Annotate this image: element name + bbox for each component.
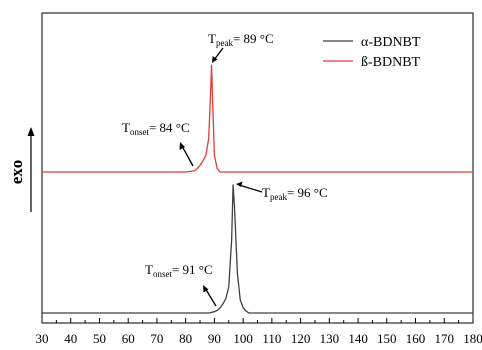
annotation-label: Tonset= 91 °C [145,262,213,279]
x-tick-label: 40 [64,331,77,346]
y-axis-label: exo [7,160,26,185]
x-tick-label: 30 [36,331,49,346]
x-tick-label: 60 [122,331,135,346]
annotation-alpha-peak: Tpeak= 96 °C [236,181,328,202]
annotation-arrow-head [203,285,209,293]
x-tick-label: 110 [262,331,281,346]
y-axis-label-group: exo [7,127,35,212]
x-tick-label: 170 [435,331,455,346]
x-tick-label: 150 [377,331,397,346]
annotation-arrow-head [212,56,218,63]
annotation-arrow [181,145,194,167]
x-tick-label: 180 [463,331,482,346]
annotation-arrow [213,47,224,61]
annotation-arrow-head [179,142,185,150]
series-line-beta [42,64,473,173]
x-tick-label: 80 [179,331,192,346]
annotation-label: Tonset= 84 °C [122,120,190,137]
x-tick-label: 100 [233,331,253,346]
annotation-beta-onset: Tonset= 84 °C [122,120,194,167]
annotation-label: Tpeak= 89 °C [208,31,274,48]
annotation-arrow-head [236,181,243,187]
series-layer [42,64,473,314]
exo-arrow-head [27,127,35,136]
legend-label-alpha: α-BDNBT [361,35,421,50]
series-line-alpha [42,184,473,314]
x-tick-label: 140 [348,331,368,346]
legend-label-beta: ß-BDNBT [361,55,421,70]
annotation-alpha-onset: Tonset= 91 °C [145,262,217,307]
annotation-arrow [238,184,263,193]
x-tick-label: 90 [208,331,221,346]
x-tick-label: 130 [320,331,340,346]
annotation-arrow [204,287,217,307]
x-tick-label: 120 [291,331,311,346]
x-tick-label: 70 [150,331,163,346]
x-axis-ticks: 30 40 50 60 70 80 90 100 110 120 130 140 150 160 170 18… [36,318,482,346]
annotation-label: Tpeak= 96 °C [262,185,328,202]
x-tick-label: 50 [93,331,106,346]
legend: α-BDNBT ß-BDNBT [323,35,421,70]
annotation-beta-peak: Tpeak= 89 °C [208,31,274,63]
x-tick-label: 160 [406,331,426,346]
